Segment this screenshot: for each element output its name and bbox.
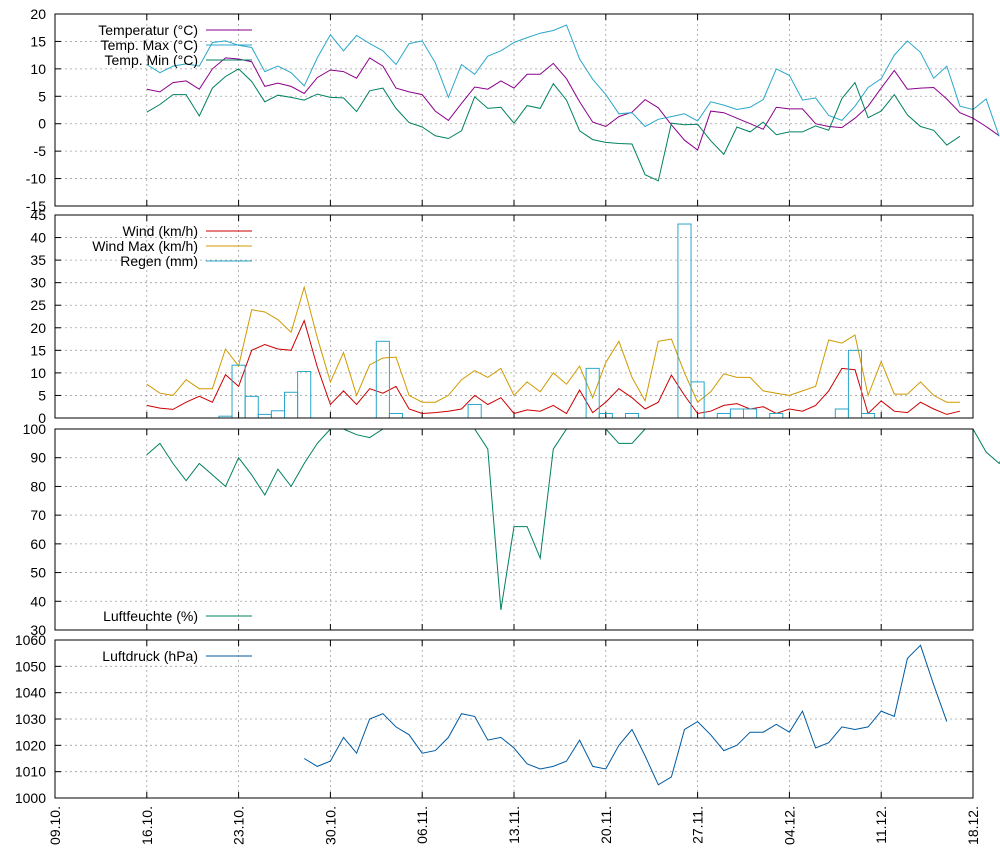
rain-bar — [244, 395, 259, 419]
panel-3: 30 40 50 60 70 80 90 100 Luftfeuchte (%) — [23, 421, 1000, 638]
series-line-2 — [146, 285, 960, 403]
y-tick-label: 45 — [30, 207, 46, 223]
y-tick-label: 1000 — [15, 790, 46, 806]
y-tick-label: -5 — [34, 143, 47, 159]
y-tick-label: 90 — [30, 450, 46, 466]
x-tick-label: 23.10. — [231, 806, 247, 845]
y-tick-label: 0 — [38, 116, 46, 132]
y-tick-label: 5 — [38, 88, 46, 104]
panel-4: 1000 1010 1020 1030 1040 1050 1060 Luftdruck (h… — [15, 632, 974, 806]
rain-bar — [716, 412, 731, 419]
y-tick-label: 1010 — [15, 764, 46, 780]
y-tick-label: 40 — [30, 230, 46, 246]
y-tick-label: 1050 — [15, 658, 46, 674]
legend-label: Temperatur (°C) — [98, 22, 198, 38]
panel-2: 0 5 10 15 20 25 30 35 40 45 Wind (km/h)Wind Max (k… — [30, 207, 974, 426]
y-tick-label: 10 — [30, 365, 46, 381]
panel-frame — [54, 428, 974, 631]
series-line-1 — [303, 644, 948, 786]
x-tick-label: 20.11. — [598, 806, 614, 844]
x-tick-label: 18.12. — [965, 806, 981, 845]
legend-label: Wind (km/h) — [123, 223, 198, 239]
legend-label: Luftfeuchte (%) — [103, 608, 198, 624]
x-tick-label: 06.11. — [414, 806, 430, 844]
series-line-1 — [146, 428, 1000, 610]
legend-label: Temp. Min (°C) — [105, 52, 199, 68]
y-tick-label: 50 — [30, 565, 46, 581]
rain-bar — [388, 412, 404, 419]
rain-bar — [297, 371, 312, 419]
y-tick-label: 10 — [30, 61, 46, 77]
legend-label: Wind Max (km/h) — [92, 238, 198, 254]
x-tick-label: 16.10. — [139, 806, 155, 845]
x-tick-label: 09.10. — [47, 806, 63, 845]
rain-bar — [729, 408, 745, 419]
rain-bar — [284, 391, 299, 419]
y-tick-label: 100 — [23, 421, 47, 437]
y-tick-label: 35 — [30, 252, 46, 268]
rain-bar — [585, 367, 600, 419]
series-line-1 — [146, 57, 1000, 151]
panel-1: -15 -10 -5 0 5 10 15 20 Temperatur (°C)Temp. Max… — [26, 6, 1000, 214]
y-tick-label: 20 — [30, 6, 46, 22]
y-tick-label: 1060 — [15, 632, 46, 648]
rain-bar — [743, 408, 758, 419]
rain-bar — [467, 403, 482, 419]
y-tick-label: 15 — [30, 33, 46, 49]
panel-frame — [54, 13, 974, 207]
legend-label: Temp. Max (°C) — [101, 37, 198, 53]
series-line-2 — [146, 24, 1000, 137]
y-tick-label: 60 — [30, 536, 46, 552]
rain-bar — [270, 410, 285, 419]
legend-label: Luftdruck (hPa) — [102, 648, 198, 664]
series-line-3 — [146, 68, 961, 182]
y-tick-label: 0 — [38, 410, 46, 426]
y-tick-label: 80 — [30, 478, 46, 494]
y-tick-label: 1040 — [15, 685, 46, 701]
y-tick-label: 15 — [30, 342, 46, 358]
x-tick-label: 04.12. — [781, 806, 797, 845]
y-tick-label: 70 — [30, 507, 46, 523]
rain-bar — [834, 408, 849, 419]
y-tick-label: 40 — [30, 593, 46, 609]
panel-frame — [54, 639, 974, 799]
legend-label: Regen (mm) — [120, 253, 198, 269]
x-tick-label: 13.11. — [506, 806, 522, 844]
rain-bar — [257, 413, 272, 419]
x-tick-label: 27.11. — [690, 806, 706, 844]
y-tick-label: 20 — [30, 320, 46, 336]
series-line-1 — [146, 319, 961, 415]
x-tick-label: 11.12. — [873, 806, 889, 844]
y-tick-label: 30 — [30, 275, 46, 291]
rain-bar — [624, 412, 640, 419]
y-tick-label: -15 — [26, 198, 46, 214]
y-tick-label: -10 — [26, 171, 46, 187]
y-tick-label: 30 — [30, 622, 46, 638]
rain-bar — [375, 340, 390, 419]
panel-frame — [54, 214, 974, 419]
y-tick-label: 1030 — [15, 711, 46, 727]
y-tick-label: 1020 — [15, 737, 46, 753]
rain-bar — [769, 412, 784, 419]
y-tick-label: 25 — [30, 297, 46, 313]
x-tick-label: 30.10. — [322, 806, 338, 845]
y-tick-label: 5 — [38, 387, 46, 403]
